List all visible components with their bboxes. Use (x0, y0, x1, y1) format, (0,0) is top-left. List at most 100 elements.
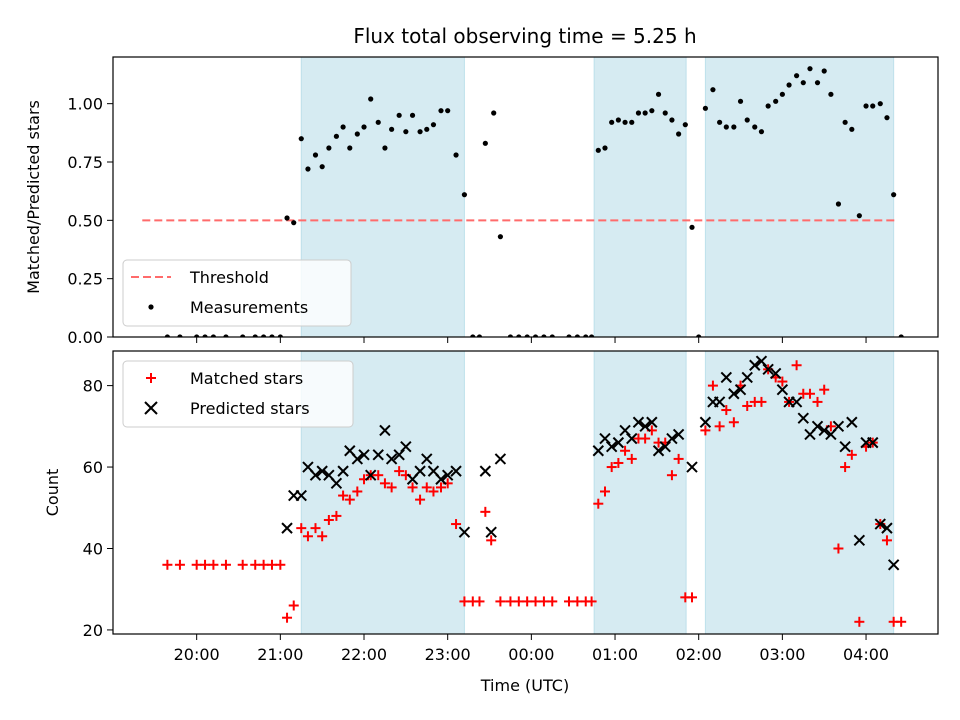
observing-window-3 (704, 57, 895, 337)
point-measurements (842, 119, 848, 125)
point-matched-stars (495, 596, 506, 607)
point-predicted-stars (479, 465, 492, 477)
point-measurements (298, 136, 304, 142)
point-predicted-stars (881, 522, 893, 534)
x-tick-label: 00:00 (508, 645, 554, 664)
legend-label: Matched stars (190, 369, 303, 388)
point-measurements (655, 91, 662, 97)
legend-box (122, 259, 352, 327)
point-measurements (541, 334, 547, 337)
point-measurements (340, 124, 346, 130)
x-axis-label: Time (UTC) (480, 676, 569, 695)
point-measurements (758, 129, 765, 135)
point-measurements (752, 124, 758, 130)
y-axis-label: Matched/Predicted stars (24, 100, 43, 294)
point-predicted-stars (626, 432, 638, 445)
point-measurements (507, 334, 514, 337)
point-predicted-stars (728, 388, 740, 400)
point-measurements (635, 110, 642, 116)
point-measurements (319, 164, 325, 170)
point-matched-stars (812, 396, 823, 407)
point-matched-stars (593, 498, 604, 509)
point-measurements (194, 334, 200, 337)
point-matched-stars (881, 535, 892, 546)
point-predicted-stars (874, 518, 886, 530)
point-matched-stars (707, 380, 718, 391)
point-matched-stars (310, 523, 321, 534)
legend-label: Threshold (189, 268, 269, 287)
point-predicted-stars (776, 383, 789, 396)
point-measurements (821, 68, 827, 74)
legend-label: Predicted stars (190, 399, 310, 418)
point-matched-stars (266, 559, 277, 570)
point-matched-stars (513, 596, 524, 607)
y-tick-label: 0.75 (67, 153, 103, 172)
y-tick-label: 20 (83, 621, 103, 640)
point-measurements (828, 91, 834, 97)
axes-frame (112, 56, 939, 338)
point-predicted-stars (818, 424, 830, 437)
point-measurements (676, 131, 682, 137)
point-matched-stars (208, 559, 219, 570)
point-matched-stars (721, 405, 732, 416)
point-measurements (744, 117, 750, 123)
point-measurements (898, 334, 904, 337)
legend-x-icon (144, 401, 158, 415)
point-measurements (497, 234, 503, 240)
point-predicted-stars (414, 465, 426, 477)
legend: Threshold Measurements (122, 259, 352, 327)
point-measurements (689, 224, 695, 230)
point-measurements (662, 110, 668, 116)
point-predicted-stars (755, 355, 768, 367)
point-measurements (445, 108, 451, 114)
point-matched-stars (626, 453, 637, 464)
x-tick-label: 03:00 (759, 645, 805, 664)
y-tick-label: 0.50 (67, 211, 103, 230)
legend-label: Measurements (190, 298, 308, 317)
point-measurements (800, 80, 806, 86)
point-matched-stars (451, 519, 462, 530)
point-predicted-stars (666, 432, 678, 445)
point-measurements (347, 145, 353, 151)
legend-plus-icon (146, 373, 156, 383)
y-tick-label: 0.25 (67, 270, 103, 289)
point-matched-stars (275, 559, 286, 570)
point-matched-stars (428, 486, 439, 497)
point-predicted-stars (713, 396, 726, 408)
y-tick-label: 40 (83, 539, 103, 558)
y-axis-label: Count (43, 469, 62, 517)
point-matched-stars (640, 433, 651, 444)
point-matched-stars (599, 486, 610, 497)
point-measurements (424, 126, 430, 132)
point-predicted-stars (421, 453, 433, 465)
point-measurements (354, 131, 360, 137)
point-measurements (240, 334, 246, 337)
y-tick-label: 0.00 (67, 328, 103, 347)
observing-window-1 (300, 351, 465, 634)
point-measurements (269, 334, 275, 337)
point-matched-stars (421, 482, 432, 493)
x-tick-label: 02:00 (676, 645, 722, 664)
point-measurements (696, 334, 702, 337)
observing-window-2 (593, 351, 687, 634)
point-measurements (682, 122, 688, 128)
point-predicted-stars (494, 453, 507, 465)
point-measurements (382, 145, 388, 151)
x-tick-label: 20:00 (174, 645, 220, 664)
point-predicted-stars (599, 432, 611, 445)
point-predicted-stars (309, 469, 322, 481)
point-measurements (461, 192, 468, 198)
point-matched-stars (250, 559, 261, 570)
point-matched-stars (338, 490, 349, 501)
point-measurements (849, 126, 855, 132)
point-matched-stars (564, 596, 575, 607)
point-measurements (622, 119, 628, 125)
point-matched-stars (522, 596, 533, 607)
point-measurements (417, 129, 423, 135)
point-matched-stars (728, 417, 739, 428)
point-measurements (891, 192, 897, 198)
x-tick-label: 22:00 (341, 645, 387, 664)
point-measurements (566, 334, 572, 337)
point-measurements (629, 119, 635, 125)
point-matched-stars (435, 482, 446, 493)
